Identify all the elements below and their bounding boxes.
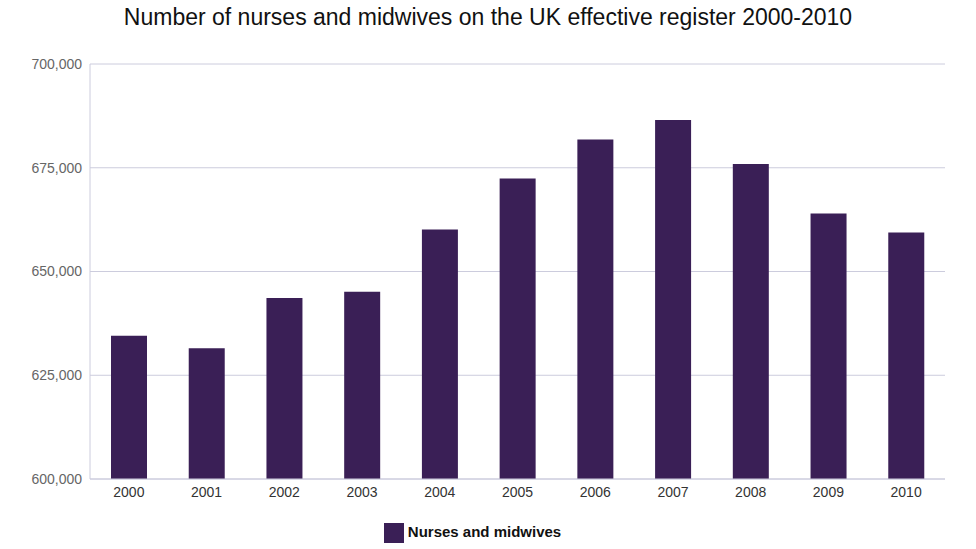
svg-text:2003: 2003 (346, 484, 377, 500)
svg-text:2001: 2001 (191, 484, 222, 500)
svg-text:2000: 2000 (113, 484, 144, 500)
svg-text:2007: 2007 (657, 484, 688, 500)
svg-text:2010: 2010 (891, 484, 922, 500)
svg-text:2008: 2008 (735, 484, 766, 500)
svg-text:600,000: 600,000 (31, 471, 82, 487)
html-text:Nurses and midwives: Nurses and midwives (407, 523, 562, 541)
svg-text:2006: 2006 (580, 484, 611, 500)
html-text:Number of nurses and midwives: Number of nurses and midwives on the UK … (123, 4, 853, 30)
svg-text:2005: 2005 (502, 484, 533, 500)
svg-text:675,000: 675,000 (31, 160, 82, 176)
svg-text:2004: 2004 (424, 484, 455, 500)
svg-text:2002: 2002 (269, 484, 300, 500)
svg-text:2009: 2009 (813, 484, 844, 500)
svg-text:700,000: 700,000 (31, 56, 82, 72)
svg-text:625,000: 625,000 (31, 367, 82, 383)
svg-text:650,000: 650,000 (31, 263, 82, 279)
